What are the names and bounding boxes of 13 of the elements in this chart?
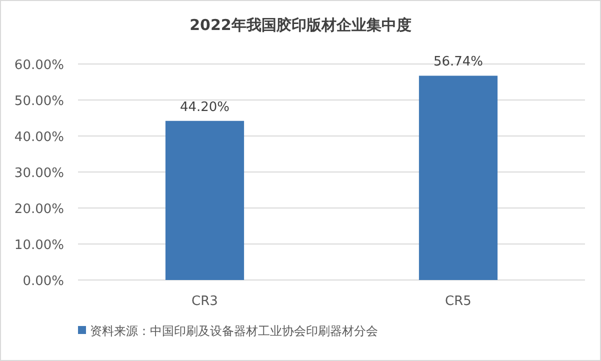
legend-label: 资料来源：中国印刷及设备器材工业协会印刷器材分会 <box>90 324 378 338</box>
chart-title: 2022年我国胶印版材企业集中度 <box>190 16 412 34</box>
y-tick-label: 0.00% <box>22 274 64 289</box>
y-tick-label: 40.00% <box>14 130 64 145</box>
data-label: 44.20% <box>180 100 230 115</box>
y-tick-label: 10.00% <box>14 238 64 253</box>
x-tick-label: CR5 <box>445 294 472 309</box>
data-label: 56.74% <box>433 54 484 70</box>
y-tick-label: 20.00% <box>14 202 64 217</box>
y-tick-label: 50.00% <box>14 94 64 109</box>
y-tick-label: 60.00% <box>14 58 64 73</box>
x-tick-label: CR3 <box>192 294 218 309</box>
y-tick-label: 30.00% <box>14 166 64 181</box>
